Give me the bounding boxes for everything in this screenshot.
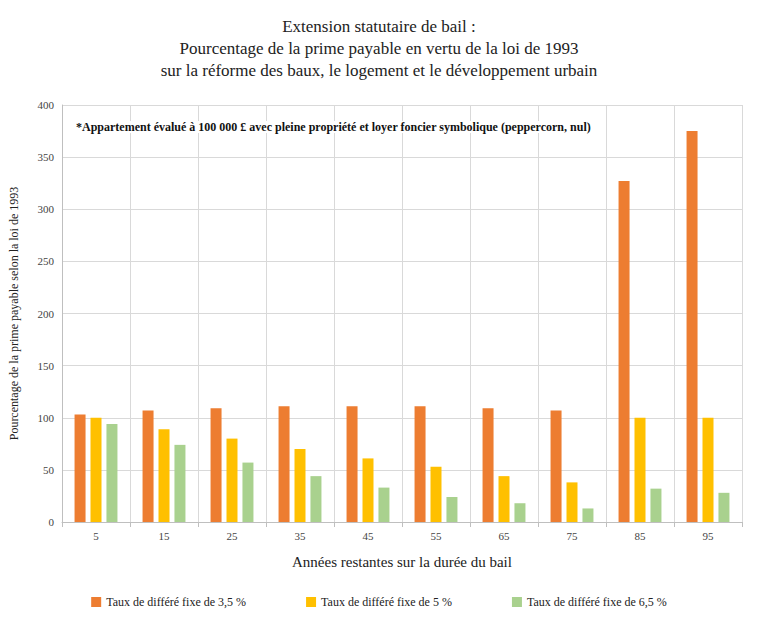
svg-text:15: 15 <box>159 530 171 542</box>
svg-text:Taux de différé fixe de 6,5 %: Taux de différé fixe de 6,5 % <box>527 595 667 609</box>
svg-text:Années restantes sur la durée: Années restantes sur la durée du bail <box>292 554 512 570</box>
svg-text:400: 400 <box>38 99 55 111</box>
svg-text:Extension statutaire de bail :: Extension statutaire de bail : <box>282 17 476 36</box>
svg-text:250: 250 <box>38 255 55 267</box>
svg-text:200: 200 <box>38 308 55 320</box>
svg-text:Taux de différé fixe de 5 %: Taux de différé fixe de 5 % <box>321 595 452 609</box>
svg-text:75: 75 <box>567 530 579 542</box>
svg-text:55: 55 <box>431 530 443 542</box>
svg-text:85: 85 <box>635 530 647 542</box>
svg-text:350: 350 <box>38 151 55 163</box>
svg-text:5: 5 <box>93 530 99 542</box>
svg-text:150: 150 <box>38 360 55 372</box>
svg-text:0: 0 <box>49 516 55 528</box>
svg-text:45: 45 <box>363 530 375 542</box>
svg-text:50: 50 <box>43 464 55 476</box>
svg-text:Pourcentage de la prime payabl: Pourcentage de la prime payable selon la… <box>7 187 21 441</box>
svg-text:25: 25 <box>227 530 239 542</box>
svg-text:*Appartement évalué à 100 000: *Appartement évalué à 100 000 £ avec ple… <box>76 120 591 134</box>
svg-text:Taux de différé fixe de 3,5 %: Taux de différé fixe de 3,5 % <box>106 595 246 609</box>
svg-text:95: 95 <box>703 530 715 542</box>
svg-text:100: 100 <box>38 412 55 424</box>
svg-text:65: 65 <box>499 530 511 542</box>
svg-text:Pourcentage de la prime payabl: Pourcentage de la prime payable en vertu… <box>180 39 579 58</box>
svg-text:300: 300 <box>38 203 55 215</box>
svg-text:35: 35 <box>295 530 307 542</box>
svg-text:sur la réforme des baux, le lo: sur la réforme des baux, le logement et … <box>161 61 598 80</box>
